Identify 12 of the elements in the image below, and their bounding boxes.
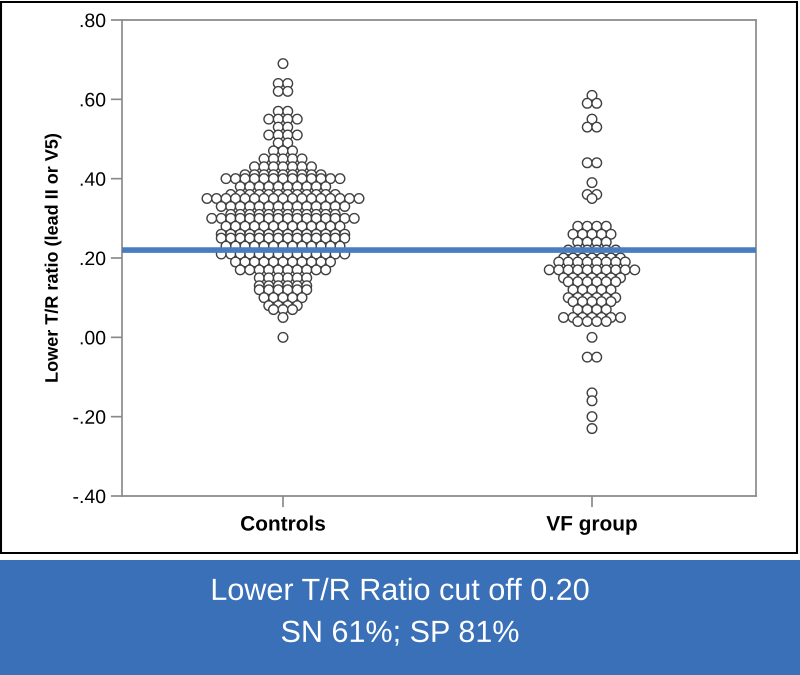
y-tick-label: .80 (80, 13, 106, 28)
y-tick-label: -.20 (73, 410, 106, 424)
x-tick-label: VF group (546, 516, 637, 535)
y-tick-label: .40 (80, 172, 106, 186)
text: SN 61%; SP 81% (282, 620, 518, 646)
x-tick-label: Controls (241, 515, 325, 531)
y-tick-label: -.40 (73, 489, 106, 504)
y-tick-label: .00 (80, 330, 106, 345)
y-tick-label: .60 (80, 92, 106, 107)
y-tick-label: .20 (80, 251, 106, 266)
y-axis-title: Lower T/R ratio (lead II or V5) (44, 134, 62, 382)
text: Lower T/R Ratio cut off 0.20 (212, 578, 588, 600)
